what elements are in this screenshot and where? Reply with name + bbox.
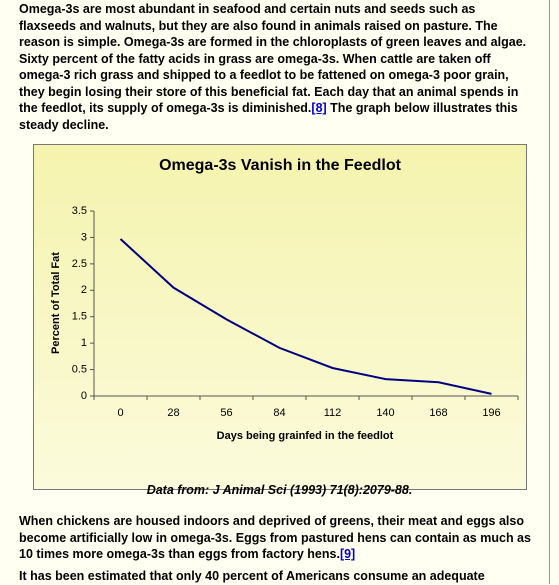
chart-box: Omega-3s Vanish in the Feedlot Percent o… bbox=[33, 144, 527, 490]
x-tick-label: 0 bbox=[117, 407, 123, 419]
x-tick-label: 196 bbox=[482, 407, 500, 419]
chart: Omega-3s Vanish in the Feedlot Percent o… bbox=[50, 157, 519, 442]
reference-link[interactable]: [9] bbox=[339, 547, 356, 561]
paragraph: When chickens are housed indoors and dep… bbox=[19, 513, 533, 563]
text: When chickens are housed indoors and dep… bbox=[19, 514, 531, 561]
x-axis-label: Days being grainfed in the feedlot bbox=[217, 430, 394, 442]
text: The graph below illustrates this steady … bbox=[19, 101, 518, 132]
y-tick-label: 0.5 bbox=[72, 363, 87, 375]
y-tick-label: 0 bbox=[81, 390, 87, 402]
x-tick-label: 140 bbox=[376, 407, 394, 419]
text: It has been estimated that only 40 perce… bbox=[19, 569, 485, 583]
chart-title: Omega-3s Vanish in the Feedlot bbox=[159, 157, 402, 174]
reference-link[interactable]: [8] bbox=[311, 101, 327, 115]
y-tick-label: 1 bbox=[81, 337, 87, 349]
paragraph: Omega-3s are most abundant in seafood an… bbox=[19, 1, 533, 133]
data-line bbox=[119, 238, 492, 395]
x-tick-label: 56 bbox=[220, 407, 232, 419]
y-axis-label: Percent of Total Fat bbox=[50, 252, 62, 354]
paragraph: It has been estimated that only 40 perce… bbox=[19, 568, 533, 585]
y-tick-label: 3 bbox=[81, 231, 87, 243]
y-tick-label: 1.5 bbox=[72, 311, 87, 323]
y-tick-label: 2.5 bbox=[72, 258, 87, 270]
window-edge bbox=[549, 0, 550, 584]
x-tick-label: 84 bbox=[273, 407, 285, 419]
text: Omega-3s are most abundant in seafood an… bbox=[19, 2, 527, 115]
y-tick-label: 2 bbox=[81, 284, 87, 296]
x-tick-label: 168 bbox=[429, 407, 447, 419]
caption: Data from: J Animal Sci (1993) 71(8):207… bbox=[146, 483, 413, 497]
x-tick-label: 28 bbox=[167, 407, 179, 419]
y-tick-label: 3.5 bbox=[72, 205, 87, 217]
x-tick-label: 112 bbox=[324, 407, 342, 419]
